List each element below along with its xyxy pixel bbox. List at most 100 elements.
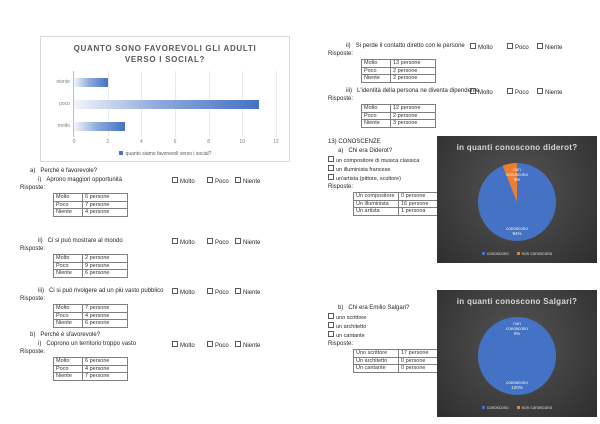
bar-molto <box>74 121 125 131</box>
legend-marker-icon <box>481 252 485 255</box>
risposte-label: Risposte: <box>20 349 46 355</box>
answer-option-cell: Poco <box>53 200 83 209</box>
checkbox[interactable] <box>172 341 178 347</box>
checkbox[interactable] <box>207 177 213 183</box>
conoscenze-section: 13) CONOSCENZE a) Chi era Diderot? un comp… <box>328 138 440 216</box>
risposte-label: Risposte: <box>328 96 354 102</box>
option-label: un architetto <box>336 324 367 330</box>
checkbox[interactable] <box>328 174 334 180</box>
answer-count-cell: 0 persone <box>398 192 438 201</box>
checkbox-label: Poco <box>515 90 529 96</box>
question-number: ii) <box>346 43 351 49</box>
checkbox[interactable] <box>507 88 513 94</box>
answer-count-cell: 1 persona <box>398 207 438 216</box>
section-label: b) <box>30 332 36 338</box>
salgari-pie-chart: non conoscono 0% conoscono 100% <box>478 317 556 395</box>
answer-option-cell: Un compositore <box>353 192 399 201</box>
checkbox[interactable] <box>537 43 543 49</box>
favorevoli-bar-chart: QUANTO SONO FAVOREVOLI GLI ADULTI VERSO … <box>40 36 290 162</box>
checkbox[interactable] <box>328 331 334 337</box>
answer-count-cell: 2 persone <box>390 111 436 120</box>
checkbox[interactable] <box>470 43 476 49</box>
checkbox-label: Niente <box>545 45 563 51</box>
table-row: Poco 4 persone <box>53 311 128 320</box>
checkbox[interactable] <box>328 165 334 171</box>
answer-option-cell: Un artista <box>353 207 399 216</box>
answer-count-cell: 4 persone <box>82 311 128 320</box>
table-row: Molto 6 persone <box>53 193 128 202</box>
checkbox[interactable] <box>172 288 178 294</box>
checkbox[interactable] <box>328 313 334 319</box>
legend-label: conoscono <box>486 405 509 410</box>
bar-poco <box>74 99 260 109</box>
checkbox[interactable] <box>172 177 178 183</box>
pie-slice-label-non-conoscono: non conoscono 6% <box>506 167 528 182</box>
answer-count-cell: 6 persone <box>82 357 128 366</box>
checkbox[interactable] <box>235 341 241 347</box>
checkbox[interactable] <box>328 322 334 328</box>
checkbox[interactable] <box>235 177 241 183</box>
answer-count-cell: 3 persone <box>390 119 436 128</box>
question-line: b) Chi era Emilio Salgari? <box>328 304 440 312</box>
legend-label: non conoscono <box>521 405 553 410</box>
legend-marker-icon <box>516 252 520 255</box>
legend-item: non conoscono <box>516 251 552 256</box>
table-row: Niente 6 persone <box>53 269 128 278</box>
question-line: i) Coprono un territorio troppo vasto Molt… <box>20 340 308 350</box>
question-number: i) <box>38 341 42 347</box>
answer-count-cell: 2 persone <box>390 74 436 83</box>
table-row: Poco 2 persone <box>361 111 436 120</box>
section-heading: b) Perché è sfavorevole? <box>20 331 308 339</box>
category-label: molto <box>57 123 70 129</box>
question-text: L'identità della persona ne diventa dipe… <box>357 88 480 94</box>
answer-count-cell: 7 persone <box>82 200 128 209</box>
checkbox-option: Poco <box>207 341 229 350</box>
checkbox-option: Niente <box>235 177 260 186</box>
x-axis-tick-label: 2 <box>106 139 110 145</box>
answer-option-cell: Un illuminista <box>353 199 399 208</box>
answer-option-cell: Un architetto <box>353 356 399 365</box>
risposte-label: Risposte: <box>328 341 354 347</box>
table-row: Uno scrittore 17 persone <box>353 349 438 358</box>
table-row: Molto 13 persone <box>361 59 436 68</box>
answer-count-cell: 13 persone <box>390 59 436 68</box>
answer-table: Molto 6 persone Poco 7 persone Niente 4 perso… <box>53 193 128 217</box>
option-line: un architetto <box>328 322 440 331</box>
salgari-question-inner: b) Chi era Emilio Salgari? uno scrittore un… <box>328 304 440 373</box>
answer-option-cell: Poco <box>53 261 83 270</box>
gridline <box>276 71 277 137</box>
category-label: poco <box>59 101 70 107</box>
checkbox-label: Poco <box>215 343 229 349</box>
risposte-label: Risposte: <box>20 246 46 252</box>
table-row: Molto 7 persone <box>53 304 128 313</box>
checkbox-label: Molto <box>180 290 195 296</box>
checkbox-option: Poco <box>207 177 229 186</box>
question-text: Ci si può mostrare al mondo <box>47 238 123 244</box>
option-line: un'artista (pittore, scultore) <box>328 174 440 183</box>
question-block: ii) Ci si può mostrare al mondo Molto Poco N… <box>20 236 308 278</box>
answer-option-cell: Un cantante <box>353 364 399 373</box>
option-label: uno scrittore <box>336 315 367 321</box>
checkbox[interactable] <box>507 43 513 49</box>
checkbox[interactable] <box>172 238 178 244</box>
checkbox[interactable] <box>537 88 543 94</box>
legend-label: conoscono <box>486 251 509 256</box>
checkbox[interactable] <box>235 288 241 294</box>
checkbox-option: Molto <box>172 288 195 297</box>
answer-count-cell: 6 persone <box>82 269 128 278</box>
checkbox[interactable] <box>235 238 241 244</box>
table-row: Poco 4 persone <box>53 364 128 373</box>
checkbox[interactable] <box>207 341 213 347</box>
answer-option-cell: Molto <box>361 59 391 68</box>
checkbox-label: Molto <box>180 343 195 349</box>
table-row: Poco 2 persone <box>361 66 436 75</box>
checkbox-label: Molto <box>180 179 195 185</box>
legend-item: non conoscono <box>516 405 553 410</box>
question-block: iii) Ci si può rivolgere ad un più vasto … <box>20 286 308 328</box>
checkbox[interactable] <box>470 88 476 94</box>
checkbox-option: Niente <box>235 341 260 350</box>
table-row: Un cantante 0 persone <box>353 364 438 373</box>
checkbox[interactable] <box>328 156 334 162</box>
checkbox[interactable] <box>207 288 213 294</box>
checkbox[interactable] <box>207 238 213 244</box>
